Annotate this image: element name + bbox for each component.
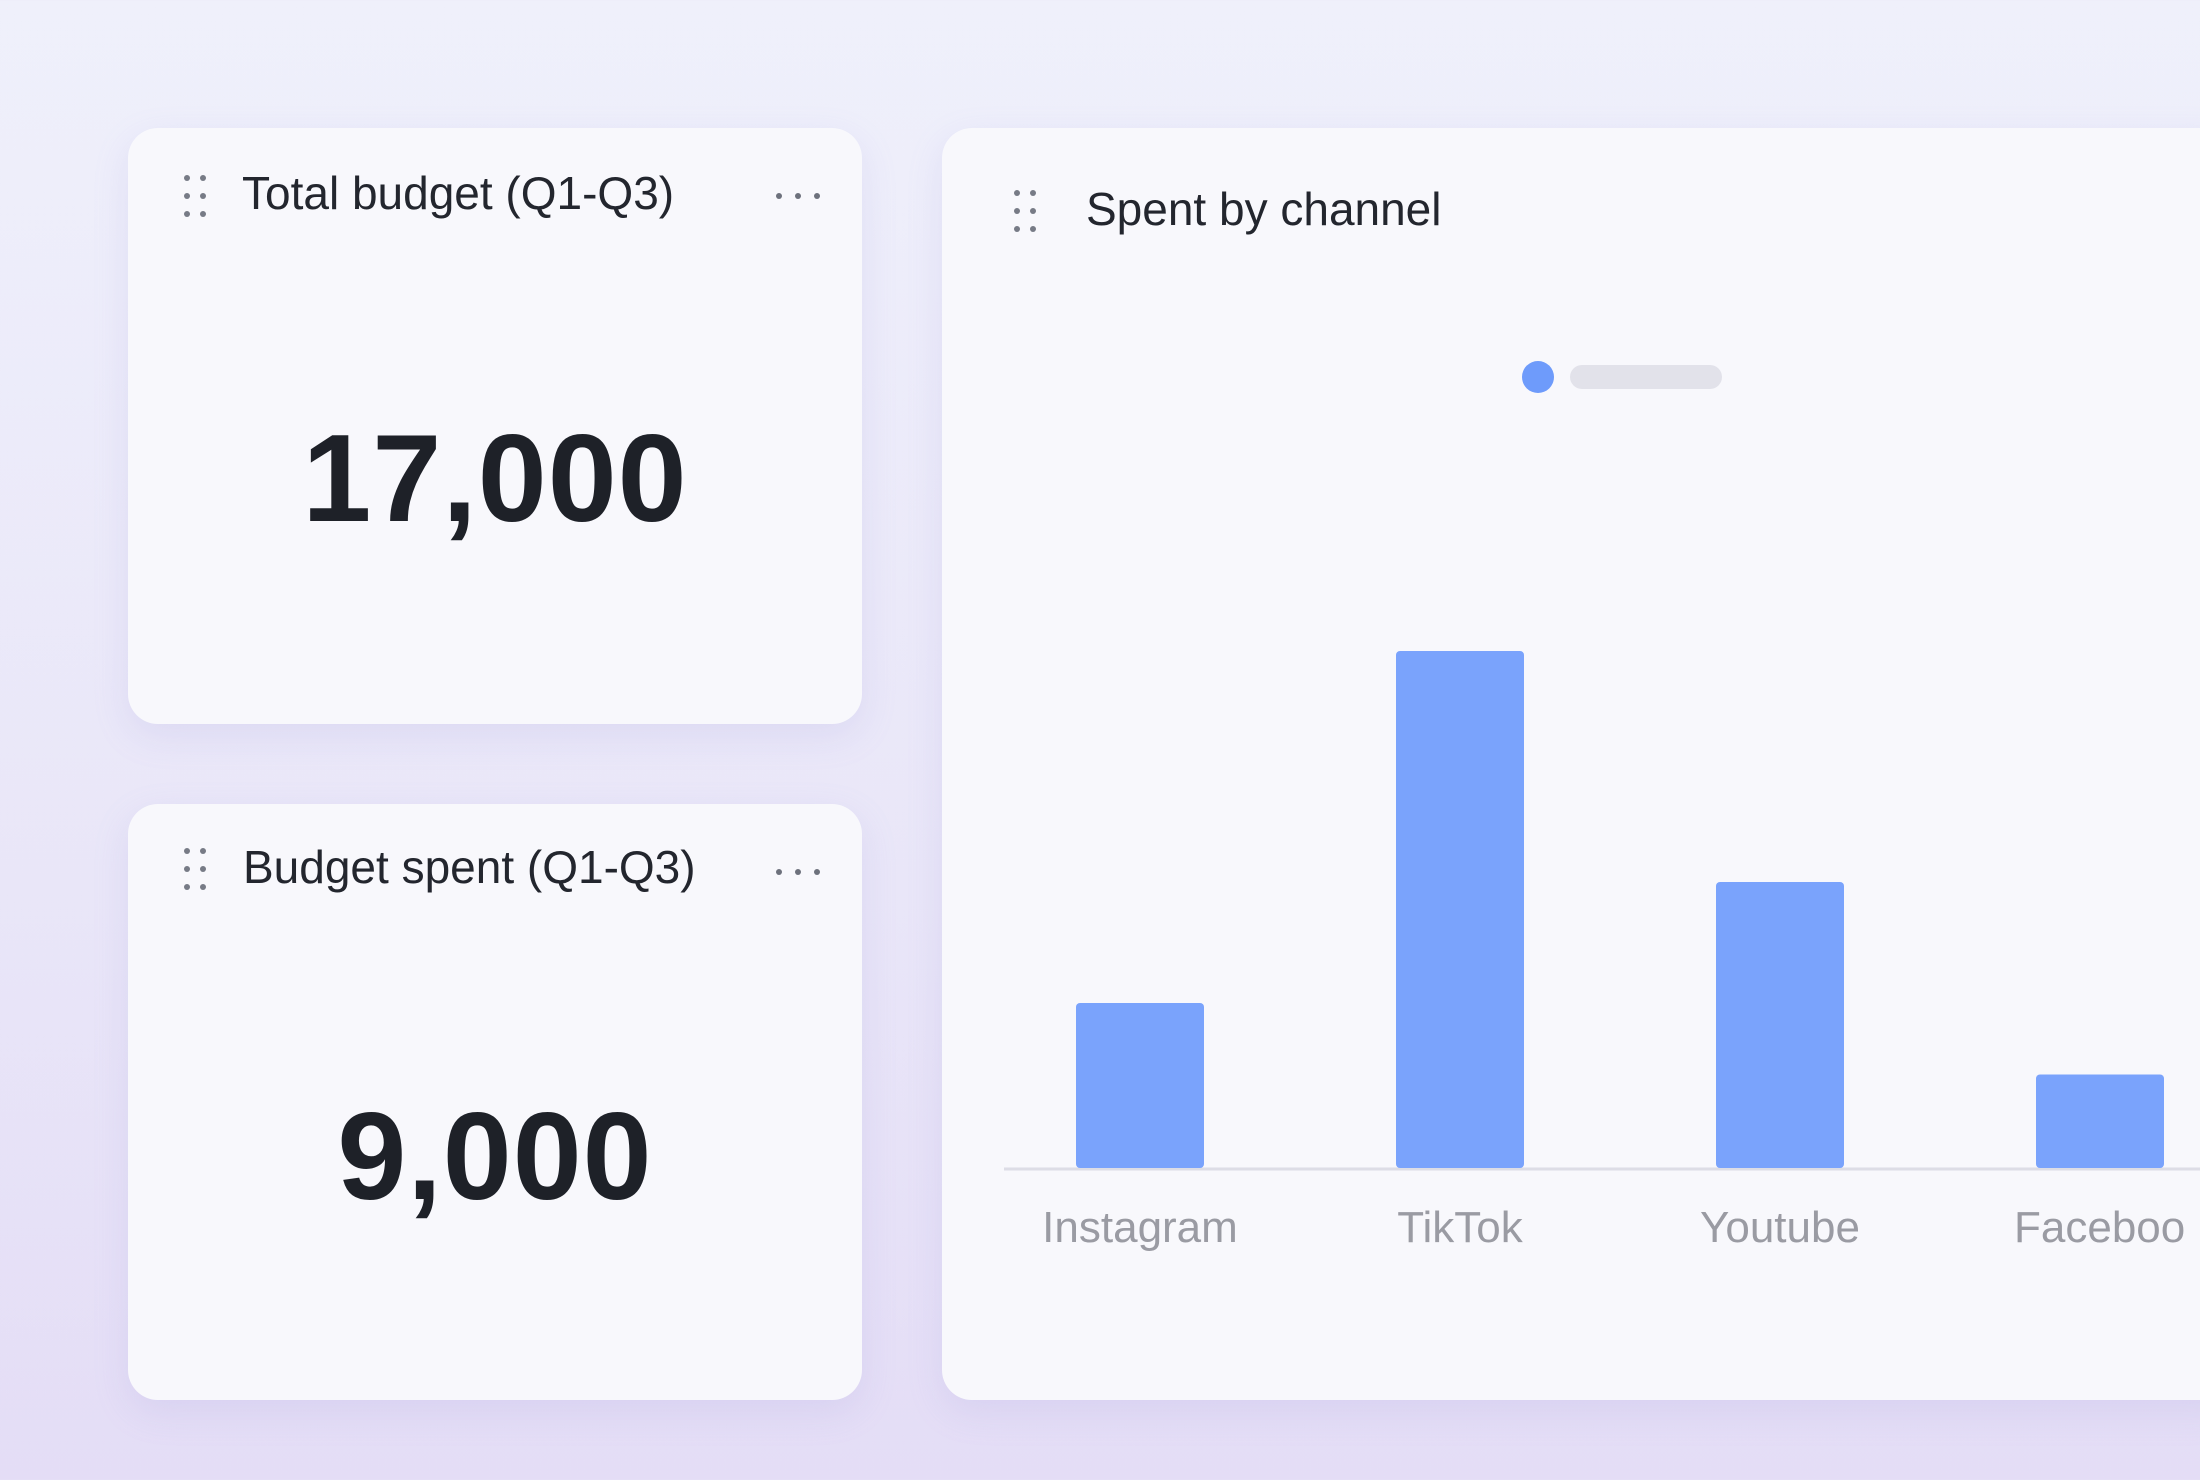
bar-youtube[interactable] — [1716, 882, 1844, 1168]
drag-handle-icon[interactable] — [184, 848, 206, 890]
x-tick-label: Instagram — [1042, 1203, 1238, 1252]
x-tick-label: Faceboo — [2014, 1203, 2185, 1252]
card-title: Total budget (Q1-Q3) — [242, 167, 675, 219]
card-title: Budget spent (Q1-Q3) — [243, 841, 696, 893]
spent-by-channel-card: Spent by channel Instagram TikTok Youtube F… — [942, 128, 2200, 1400]
drag-handle-icon[interactable] — [1014, 190, 1036, 232]
kpi-value: 9,000 — [337, 1088, 653, 1226]
drag-handle-icon[interactable] — [184, 175, 206, 217]
x-tick-label: TikTok — [1397, 1203, 1523, 1252]
budget-spent-card: Budget spent (Q1-Q3) 9,000 — [128, 804, 862, 1400]
more-options-icon[interactable] — [776, 864, 820, 880]
kpi-value: 17,000 — [302, 410, 688, 548]
legend-dot — [1522, 361, 1554, 393]
more-options-icon[interactable] — [776, 188, 820, 204]
legend-label-placeholder — [1570, 365, 1722, 389]
bar-tiktok[interactable] — [1396, 651, 1524, 1168]
bar-instagram[interactable] — [1076, 1003, 1204, 1168]
x-tick-label: Youtube — [1700, 1203, 1860, 1252]
bar-facebook[interactable] — [2036, 1074, 2164, 1169]
total-budget-card: Total budget (Q1-Q3) 17,000 — [128, 128, 862, 724]
chart-title: Spent by channel — [1086, 183, 1442, 235]
bar-chart: Instagram TikTok Youtube Faceboo — [1004, 651, 2200, 1252]
